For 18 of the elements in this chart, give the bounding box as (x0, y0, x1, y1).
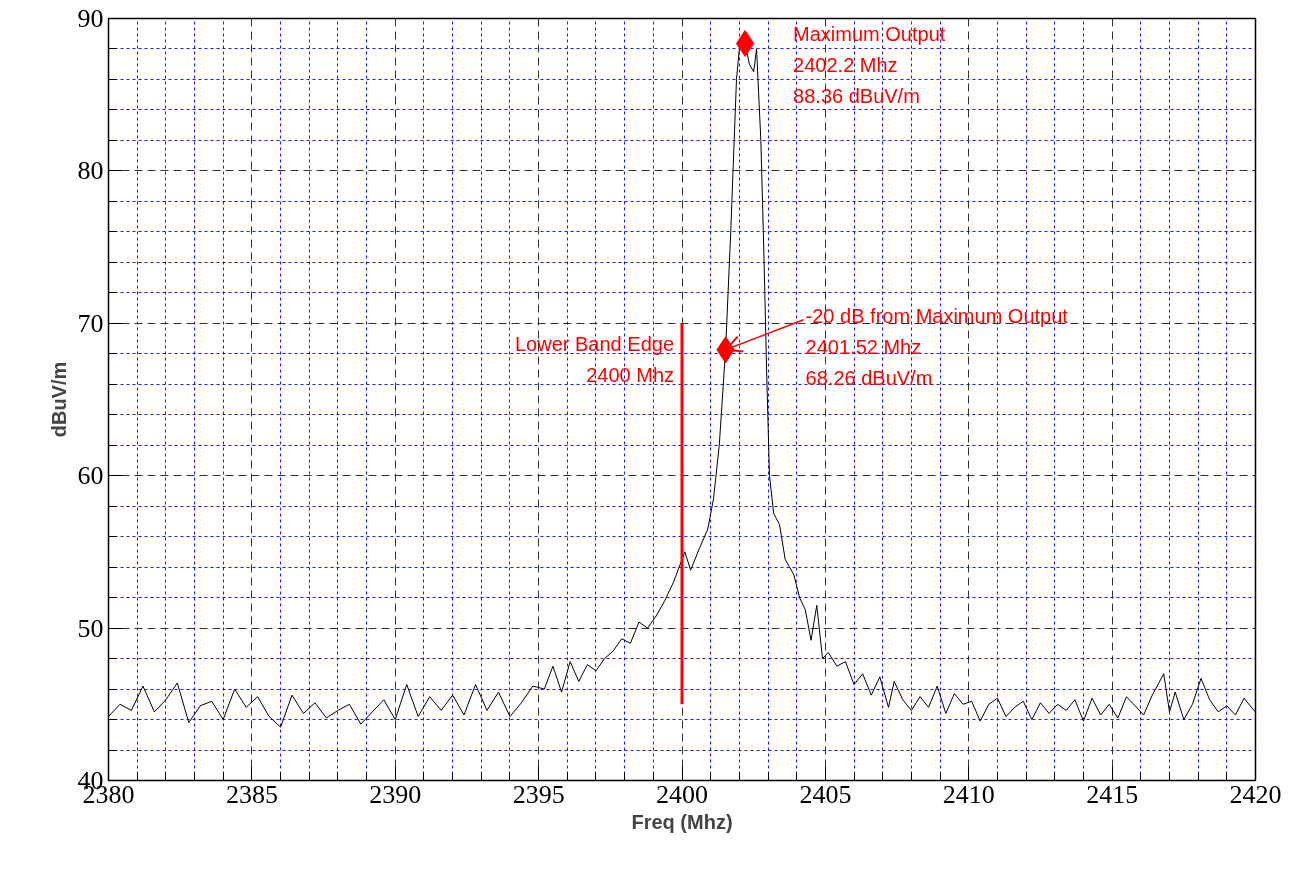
annotation: -20 dB from Maximum Output 2401.52 Mhz 68.26 dBuV/m (805, 304, 1069, 389)
y-tick-label: 70 (77, 308, 104, 338)
x-tick-label: 2385 (225, 779, 278, 809)
y-tick-label: 60 (77, 461, 104, 491)
x-tick-label: 2415 (1086, 779, 1139, 809)
y-tick-label: 90 (77, 4, 104, 33)
annotation: Maximum Output 2402.2 Mhz 88.36 dBuV/m (793, 23, 946, 108)
x-axis-title: Freq (Mhz) (631, 810, 733, 833)
x-tick-label: 2405 (799, 779, 852, 809)
x-tick-label: 2420 (1229, 779, 1282, 809)
annotation: Lower Band Edge 2400 Mhz (515, 333, 675, 387)
y-tick-label: 50 (77, 613, 104, 643)
x-tick-label: 2400 (656, 779, 708, 809)
x-tick-label: 2410 (942, 779, 995, 809)
y-tick-label: 80 (77, 156, 104, 186)
x-tick-label: 2390 (369, 779, 422, 809)
x-tick-label: 2395 (512, 779, 565, 809)
y-axis-title: dBuV/m (47, 361, 70, 438)
